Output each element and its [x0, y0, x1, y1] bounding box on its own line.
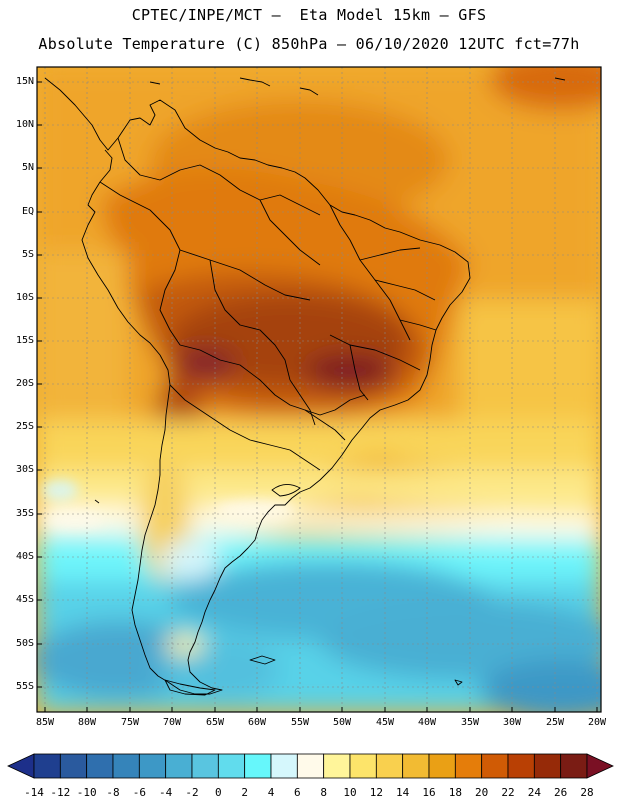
colorbar-swatch [217, 753, 246, 779]
colorbar-label: 2 [241, 786, 248, 799]
colorbar-swatch [138, 753, 167, 779]
colorbar-swatch [454, 753, 483, 779]
colorbar-swatch [112, 753, 140, 779]
lat-label: 20S [15, 378, 34, 389]
colorbar-swatch [33, 753, 61, 779]
lat-label: 55S [15, 681, 34, 692]
colorbar-label: -12 [50, 786, 71, 799]
title-line-2: Absolute Temperature (C) 850hPa – 06/10/… [38, 35, 580, 53]
lat-label: 45S [15, 594, 34, 605]
lat-label: 30S [15, 464, 34, 475]
colorbar-swatch [191, 753, 219, 779]
lat-label: 15S [15, 335, 34, 346]
lon-label: 40W [417, 717, 437, 728]
lat-label: 10S [15, 292, 34, 303]
colorbar-label: 22 [501, 786, 515, 799]
lat-label: 40S [15, 551, 34, 562]
colorbar-swatch [270, 753, 298, 779]
lon-label: 65W [205, 717, 225, 728]
colorbar-label: 4 [267, 786, 275, 799]
lat-label: 35S [15, 508, 34, 519]
colorbar [7, 753, 614, 779]
map-frame [36, 66, 602, 713]
lon-label: 25W [545, 717, 565, 728]
colorbar-label: 26 [554, 786, 568, 799]
lon-label: 50W [332, 717, 352, 728]
colorbar-label: -8 [106, 786, 120, 799]
colorbar-label: 10 [343, 786, 357, 799]
lon-label: 55W [290, 717, 310, 728]
lon-label: 85W [35, 717, 55, 728]
lat-label: 5N [21, 162, 34, 173]
title-line-1: CPTEC/INPE/MCT – Eta Model 15km – GFS [131, 6, 487, 24]
colorbar-swatch [428, 753, 456, 779]
colorbar-swatch [323, 753, 351, 779]
lon-label: 80W [77, 717, 97, 728]
colorbar-swatch [560, 753, 588, 779]
colorbar-label: -6 [132, 786, 146, 799]
lon-label: 60W [247, 717, 267, 728]
colorbar-label: 12 [369, 786, 383, 799]
colorbar-swatch [244, 753, 272, 779]
colorbar-swatch [507, 753, 535, 779]
colorbar-label: -4 [159, 786, 173, 799]
lat-label: 25S [15, 421, 34, 432]
colorbar-swatch [165, 753, 193, 779]
colorbar-label: 8 [320, 786, 327, 799]
colorbar-label: 18 [448, 786, 462, 799]
colorbar-label: 24 [527, 786, 541, 799]
lat-label: 10N [15, 119, 34, 130]
lon-label: 70W [162, 717, 182, 728]
colorbar-swatch [296, 753, 325, 779]
lon-label: 20W [587, 717, 607, 728]
graticule [37, 67, 601, 712]
colorbar-swatch [533, 753, 562, 779]
axis-ticks [37, 81, 598, 712]
lon-label: 35W [460, 717, 480, 728]
coastline [44, 77, 566, 696]
colorbar-label: -10 [76, 786, 97, 799]
colorbar-label: -14 [24, 786, 44, 799]
lat-label: 5S [21, 249, 34, 260]
colorbar-swatch [402, 753, 430, 779]
lat-label: 15N [15, 76, 34, 87]
colorbar-over-arrow [586, 753, 614, 779]
colorbar-swatch [59, 753, 88, 779]
colorbar-under-arrow [7, 753, 35, 779]
colorbar-label: 6 [294, 786, 301, 799]
colorbar-swatch [375, 753, 404, 779]
colorbar-swatch [481, 753, 509, 779]
lon-label: 30W [502, 717, 522, 728]
lon-label: 45W [375, 717, 395, 728]
temperature-field [37, 67, 601, 712]
lon-label: 75W [120, 717, 140, 728]
colorbar-label: 20 [475, 786, 489, 799]
colorbar-label: 28 [580, 786, 594, 799]
colorbar-label: -2 [185, 786, 199, 799]
colorbar-label: 14 [396, 786, 410, 799]
colorbar-swatch [86, 753, 114, 779]
colorbar-swatch [349, 753, 377, 779]
colorbar-label: 16 [422, 786, 436, 799]
lat-label: 50S [15, 638, 34, 649]
lat-label: EQ [21, 206, 34, 217]
colorbar-label: 0 [215, 786, 222, 799]
